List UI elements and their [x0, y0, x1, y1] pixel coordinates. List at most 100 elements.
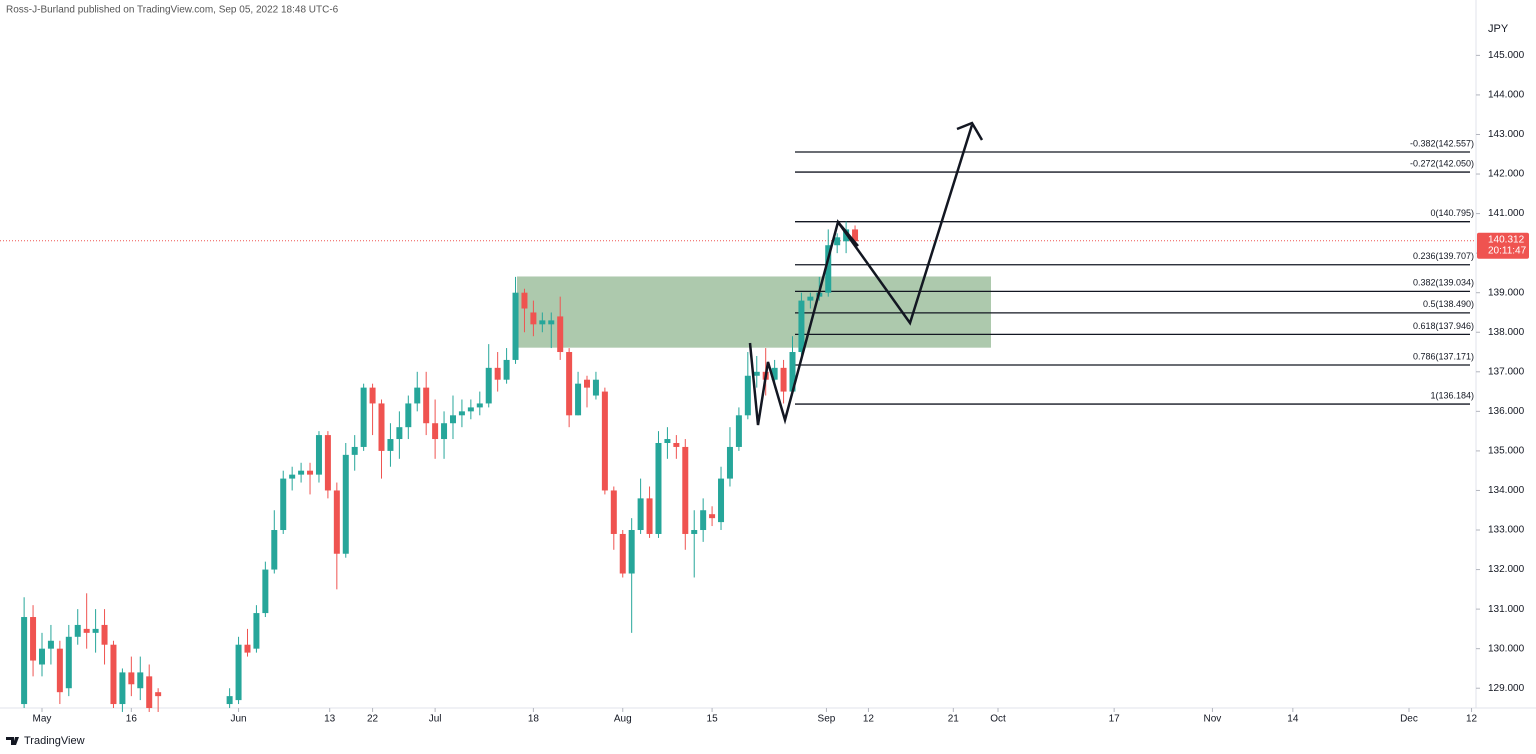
candle-body [548, 320, 555, 325]
candle-body [682, 446, 689, 534]
candle-body [30, 617, 37, 661]
candle-body [655, 442, 662, 534]
candle-body [512, 292, 519, 360]
candle-body [253, 613, 260, 649]
x-tick-label: 21 [948, 714, 960, 725]
fib-label: 0(140.795) [1430, 208, 1474, 218]
y-tick-label: 143.000 [1488, 129, 1525, 140]
currency: JPY [1488, 23, 1509, 35]
x-tick-label: 17 [1109, 714, 1121, 725]
drawn-pattern-tail [837, 221, 859, 247]
x-tick-label: 12 [1466, 714, 1478, 725]
candle-body [709, 514, 716, 519]
candle-body [744, 375, 751, 416]
candle-body [557, 316, 564, 353]
fib-label: 0.236(139.707) [1413, 251, 1474, 261]
candle-body [449, 415, 456, 424]
brand-logo: TradingView [6, 735, 85, 747]
fib-label: 0.786(137.171) [1413, 351, 1474, 361]
candle-body [414, 387, 421, 404]
candle-body [137, 672, 144, 689]
candle-body [637, 498, 644, 531]
brand: TradingView [24, 735, 85, 747]
y-tick-label: 131.000 [1488, 604, 1525, 615]
y-tick-label: 136.000 [1488, 406, 1525, 417]
x-tick-label: Oct [990, 714, 1006, 725]
candle-body [38, 648, 45, 665]
candle-body [226, 696, 233, 705]
candle-body [628, 530, 635, 574]
candle-body [307, 470, 314, 475]
fib-label: 0.5(138.490) [1423, 299, 1474, 309]
fib-label: -0.272(142.050) [1410, 158, 1474, 168]
candle-body [458, 411, 465, 416]
drawn-pattern [748, 124, 974, 426]
candle-body [807, 296, 814, 301]
y-tick-label: 144.000 [1488, 90, 1525, 101]
x-tick-label: Nov [1204, 714, 1222, 725]
x-tick-label: May [33, 714, 52, 725]
candle-body [342, 454, 349, 554]
candle-body [530, 312, 537, 325]
candle-body [324, 435, 331, 491]
candle-body [726, 446, 733, 479]
fib-label: 0.618(137.946) [1413, 321, 1474, 331]
y-tick-label: 139.000 [1488, 287, 1525, 298]
candle-body [825, 245, 832, 293]
candle-body [771, 367, 778, 380]
x-tick-label: 15 [707, 714, 719, 725]
candle-body [494, 367, 501, 380]
zone [517, 276, 991, 348]
x-tick-label: 12 [863, 714, 875, 725]
background-layer [517, 276, 991, 348]
candle-body [852, 229, 859, 242]
candle-body [101, 624, 108, 645]
x-tick-label: Aug [614, 714, 632, 725]
candle-body [155, 692, 162, 697]
x-tick-label: 14 [1287, 714, 1299, 725]
candle-body [423, 387, 430, 424]
candle-body [798, 300, 805, 353]
fib-label: 0.382(139.034) [1413, 278, 1474, 288]
x-tick-label: 13 [324, 714, 336, 725]
candle-body [753, 371, 760, 376]
y-tick-label: 145.000 [1488, 50, 1525, 61]
x-tick-label: Sep [818, 714, 836, 725]
candle-body [718, 478, 725, 523]
candle-body [244, 644, 251, 653]
x-tick-label: 18 [528, 714, 540, 725]
y-tick-label: 130.000 [1488, 643, 1525, 654]
candle-body [396, 427, 403, 440]
candle-body [432, 423, 439, 440]
y-tick-label: 137.000 [1488, 366, 1525, 377]
candle-body [405, 403, 412, 428]
candle-body [387, 439, 394, 451]
candle-body [360, 387, 367, 447]
x-tick-label: Jul [429, 714, 442, 725]
candle-body [592, 379, 599, 396]
y-tick-label: 142.000 [1488, 169, 1525, 180]
candle-body [110, 644, 117, 705]
header: Ross-J-Burland published on TradingView.… [6, 5, 339, 16]
candle-body [92, 628, 99, 633]
y-tick-label: 133.000 [1488, 525, 1525, 536]
candle-body [351, 446, 358, 455]
candle-body [235, 644, 242, 701]
candle-body [289, 474, 296, 479]
candle-body [128, 672, 135, 685]
candle-body [735, 415, 742, 447]
candle-body [673, 442, 680, 447]
candle-body [119, 672, 126, 705]
y-tick-label: 141.000 [1488, 208, 1525, 219]
candle-body [485, 367, 492, 404]
candle-body [664, 439, 671, 443]
candle-body [601, 391, 608, 491]
candle-body [146, 676, 153, 708]
x-tick-label: Jun [230, 714, 246, 725]
candle-body [271, 530, 278, 570]
candle-body [378, 403, 385, 451]
candle-body [47, 640, 54, 649]
y-tick-label: 132.000 [1488, 564, 1525, 575]
countdown: 20:11:47 [1488, 245, 1527, 256]
